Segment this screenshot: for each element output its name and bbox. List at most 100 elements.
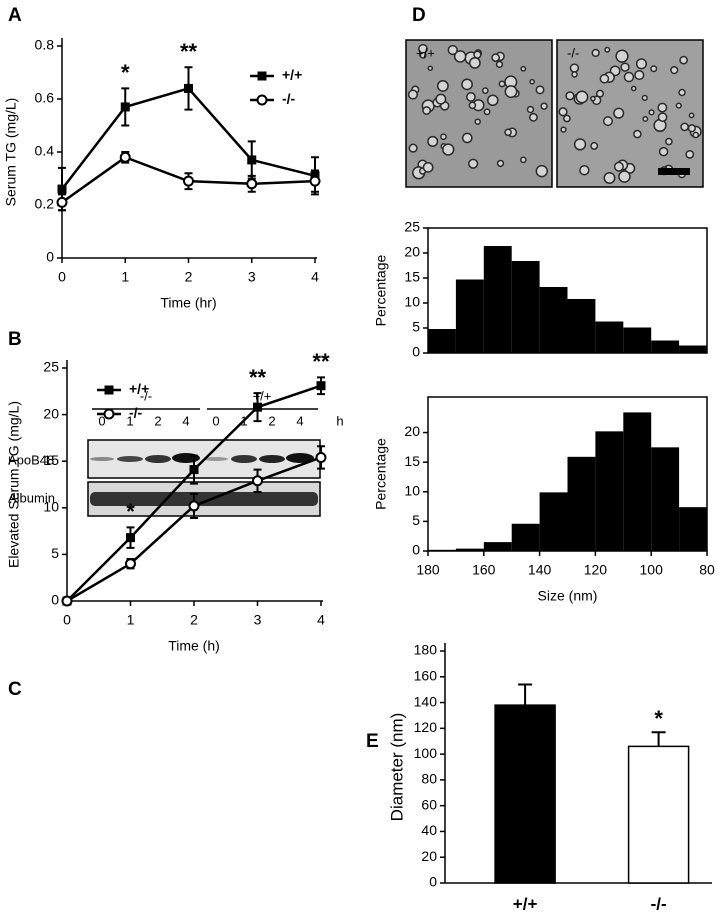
x-axis-label: Size (nm) — [538, 588, 598, 604]
bar — [494, 704, 556, 884]
scale-bar — [658, 168, 690, 175]
bar — [511, 523, 540, 551]
particle — [603, 171, 616, 184]
y-tick-label: 20 — [43, 405, 59, 421]
legend-label: -/- — [282, 91, 296, 107]
y-tick-label: 60 — [421, 796, 437, 812]
particle — [642, 115, 649, 122]
y-tick-label: 40 — [421, 822, 437, 838]
particle — [540, 102, 548, 110]
y-tick-label: 120 — [414, 719, 438, 735]
y-tick-label: 160 — [414, 667, 438, 683]
marker — [56, 196, 68, 208]
particle — [491, 53, 500, 63]
particle — [436, 80, 449, 92]
particle — [602, 116, 613, 127]
marker — [309, 175, 321, 187]
marker — [189, 465, 199, 475]
particle — [422, 106, 432, 115]
error-bar — [651, 731, 666, 747]
particle — [468, 56, 481, 69]
micrographs: D +/+ -/- — [405, 5, 704, 188]
bar — [539, 492, 568, 551]
bar — [651, 340, 680, 353]
particle — [692, 131, 700, 139]
y-tick-label: 180 — [414, 642, 438, 658]
particle — [535, 164, 548, 178]
particle — [665, 137, 673, 146]
legend-label: +/+ — [129, 381, 149, 397]
band — [204, 457, 228, 461]
y-tick-label: 5 — [51, 545, 59, 561]
band — [286, 453, 314, 463]
particle — [650, 65, 658, 73]
particle — [590, 95, 596, 102]
particle — [563, 114, 571, 123]
particle — [571, 71, 578, 78]
particle — [687, 124, 696, 133]
group-label: +/+ — [253, 388, 272, 403]
particle — [680, 122, 689, 132]
y-tick-label: 140 — [414, 693, 438, 709]
particle — [590, 141, 599, 150]
bar — [595, 321, 624, 353]
x-tick-label: 1 — [127, 612, 135, 628]
annotation: ** — [180, 39, 198, 64]
marker — [184, 83, 193, 93]
y-tick-label: 0 — [51, 592, 59, 608]
legend-label: +/+ — [282, 67, 302, 83]
x-tick-label: 4 — [317, 612, 325, 628]
particle — [641, 94, 648, 101]
x-tick-label: 4 — [311, 269, 319, 285]
particle — [558, 107, 568, 117]
y-axis-label: Percentage — [373, 254, 389, 326]
x-axis-label: Time (hr) — [160, 295, 216, 311]
lane-label: 4 — [182, 413, 189, 428]
marker — [188, 500, 200, 512]
particle — [620, 62, 630, 72]
y-tick-label: 10 — [43, 499, 59, 515]
band — [172, 453, 200, 463]
particle — [408, 143, 418, 153]
particle — [528, 112, 538, 122]
x-axis-label: Time (h) — [168, 638, 220, 654]
x-tick-label: 180 — [416, 562, 440, 578]
x-tick-label: 2 — [190, 612, 198, 628]
particle — [422, 161, 434, 173]
marker — [120, 102, 130, 112]
y-tick-label: 0.2 — [35, 196, 55, 212]
lane-label: 0 — [212, 413, 219, 428]
y-tick-label: 0.6 — [35, 90, 55, 106]
image-label: -/- — [567, 45, 579, 60]
bar — [428, 329, 456, 353]
band — [90, 457, 114, 461]
legend-marker — [103, 408, 115, 420]
particle — [496, 159, 505, 168]
bar — [567, 456, 596, 551]
x-tick-label: 1 — [121, 269, 129, 285]
bar — [428, 549, 456, 551]
x-tick-label: 80 — [699, 562, 715, 578]
particle — [679, 55, 688, 65]
marker — [183, 175, 194, 187]
y-tick-label: 100 — [414, 745, 438, 761]
bar — [455, 548, 484, 551]
y-tick-label: 0 — [429, 874, 437, 890]
panel-label: B — [8, 329, 22, 350]
y-tick-label: 5 — [412, 319, 420, 335]
row-label: ApoB48 — [8, 452, 54, 467]
particle — [678, 88, 686, 97]
particle — [435, 93, 447, 105]
particle — [453, 50, 467, 63]
group-label: -/- — [140, 388, 152, 403]
particle — [468, 158, 479, 169]
legend-marker — [256, 94, 268, 106]
particle — [623, 71, 635, 83]
y-tick-label: 0 — [46, 249, 54, 265]
particle — [487, 94, 499, 107]
error-bar — [518, 683, 533, 706]
x-tick-label: 0 — [58, 269, 66, 285]
band — [145, 455, 171, 463]
y-tick-label: 5 — [412, 512, 420, 528]
y-tick-label: 25 — [43, 359, 59, 375]
